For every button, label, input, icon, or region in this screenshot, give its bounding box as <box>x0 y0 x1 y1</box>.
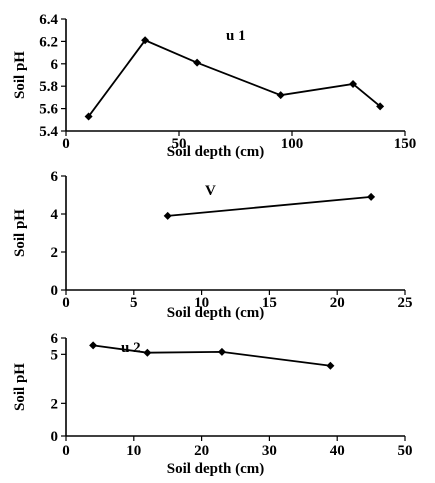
y-axis-label: Soil pH <box>12 51 28 99</box>
y-tick-label: 6 <box>51 57 59 73</box>
series-line <box>167 196 372 217</box>
y-tick-label: 2 <box>51 396 59 412</box>
data-point-marker <box>217 347 226 356</box>
data-point-marker <box>349 79 358 88</box>
x-tick-label: 15 <box>262 295 277 311</box>
panel-label: u 2 <box>121 340 141 356</box>
series-line <box>87 39 381 117</box>
y-tick-label: 2 <box>51 245 59 261</box>
x-tick-label: 10 <box>194 295 209 311</box>
panel-label: V <box>205 183 216 199</box>
x-tick-label: 20 <box>330 295 345 311</box>
chart-panel-1: 0 50 100 150 5.4 5.6 5.8 6 6.2 6.4 Soil depth (cm)… <box>12 12 416 160</box>
y-tick-label: 4 <box>51 207 59 223</box>
x-tick-label: 0 <box>62 295 70 311</box>
y-tick-label: 0 <box>51 429 59 445</box>
data-point-marker <box>163 211 172 220</box>
data-point-marker <box>84 112 93 121</box>
x-tick-label: 40 <box>330 443 345 459</box>
x-axis-label: Soil depth (cm) <box>167 461 265 477</box>
y-tick-label: 5 <box>51 347 59 363</box>
x-tick-label: 150 <box>394 136 417 152</box>
data-point-marker <box>367 192 376 201</box>
y-tick-label: 6.2 <box>39 34 58 50</box>
y-tick-label: 6 <box>51 169 59 185</box>
y-tick-label: 0 <box>51 283 59 299</box>
y-axis-label: Soil pH <box>12 363 28 411</box>
chart-panel-3: 0 10 20 30 40 50 0 2 56 Soil depth (cm) Soil pH u 2 <box>12 331 413 477</box>
x-axis-label: Soil depth (cm) <box>167 305 265 321</box>
y-tick-label: 6.4 <box>39 12 58 28</box>
x-tick-label: 30 <box>262 443 277 459</box>
y-tick-label: 6 <box>51 331 59 347</box>
data-point-marker <box>89 341 98 350</box>
y-axis-label: Soil pH <box>12 209 28 257</box>
panel-label: u 1 <box>226 28 246 44</box>
data-point-marker <box>326 361 335 370</box>
x-axis-label: Soil depth (cm) <box>167 144 265 160</box>
data-point-marker <box>141 36 150 45</box>
x-tick-label: 0 <box>62 136 70 152</box>
data-point-marker <box>376 102 385 111</box>
x-tick-label: 100 <box>281 136 304 152</box>
data-point-marker <box>193 58 202 67</box>
x-tick-label: 5 <box>130 295 138 311</box>
y-tick-label: 5.6 <box>39 102 58 118</box>
data-point-marker <box>276 91 285 100</box>
y-tick-label: 5.4 <box>39 124 58 140</box>
y-tick-label: 5.8 <box>39 79 58 95</box>
chart-panel-2: 0 5 10 15 20 25 0 2 4 6 Soil depth (cm) Soil pH V <box>12 169 413 321</box>
x-tick-label: 20 <box>194 443 209 459</box>
x-tick-label: 50 <box>172 136 187 152</box>
data-point-marker <box>143 348 152 357</box>
series-line <box>92 344 331 367</box>
x-tick-label: 10 <box>126 443 141 459</box>
x-tick-label: 0 <box>62 443 70 459</box>
x-tick-label: 50 <box>398 443 413 459</box>
x-tick-label: 25 <box>398 295 413 311</box>
